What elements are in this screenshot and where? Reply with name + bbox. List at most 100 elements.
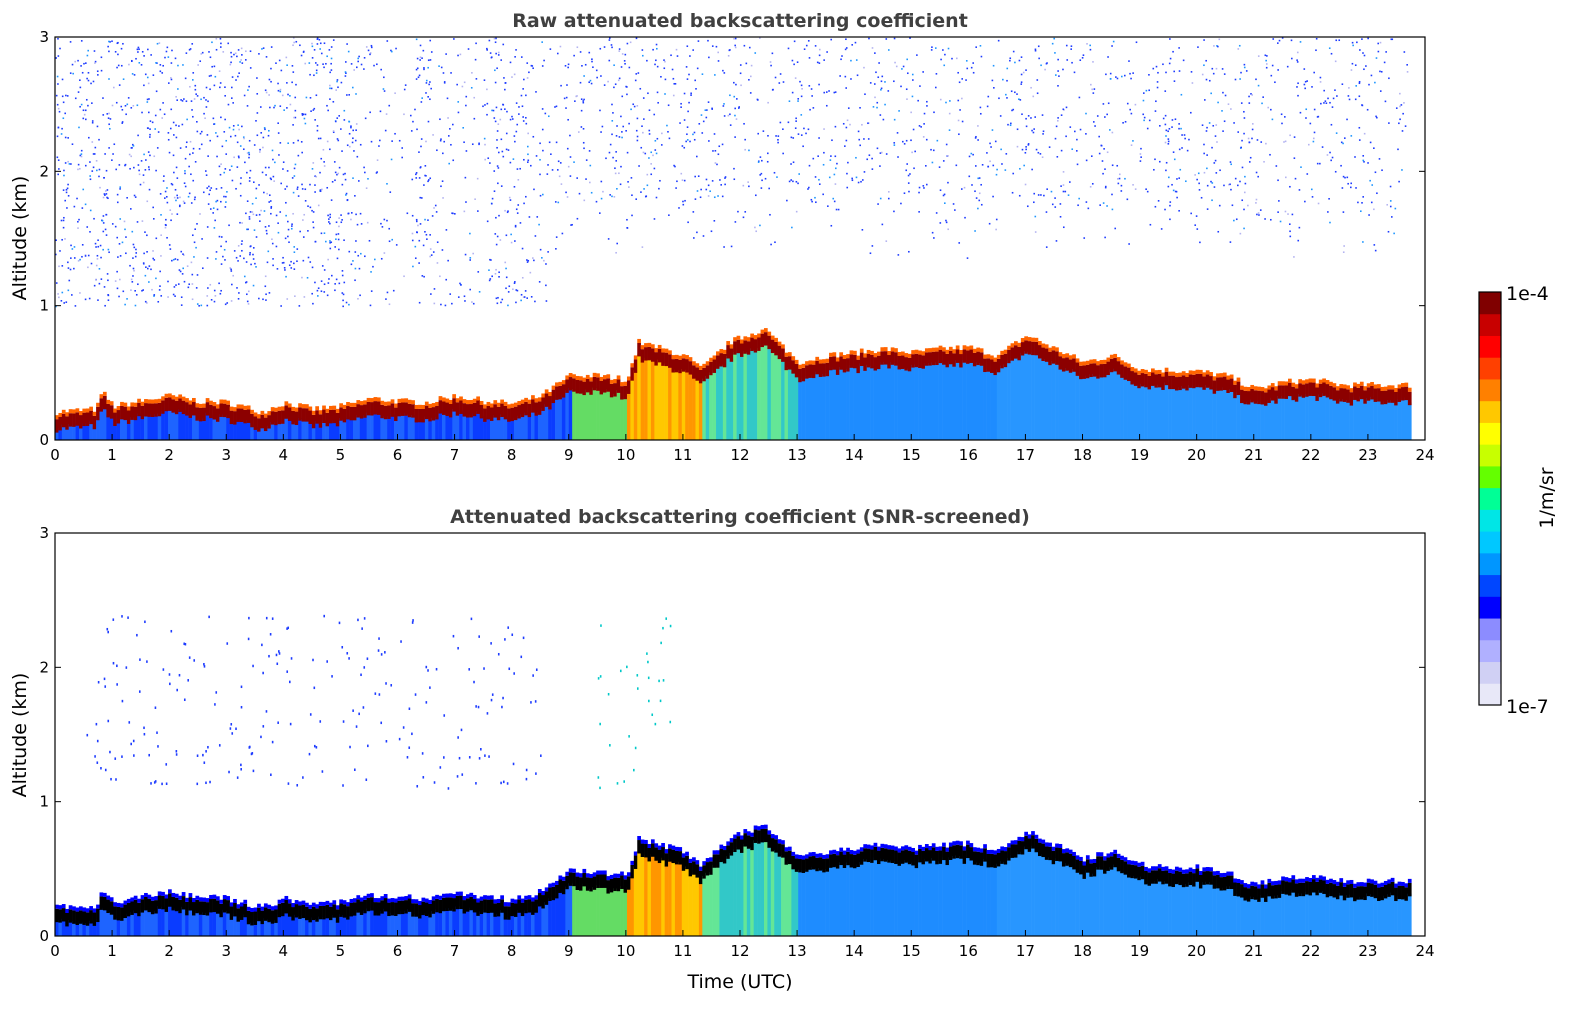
noise-pixel — [119, 188, 121, 190]
aerosol-column — [510, 913, 515, 936]
aerosol-column — [1185, 387, 1189, 440]
noise-pixel — [224, 303, 227, 306]
noise-pixel — [968, 175, 971, 178]
layer-fringe — [370, 398, 374, 403]
noise-pixel — [430, 293, 432, 295]
noise-pixel — [723, 72, 726, 74]
noise-pixel — [236, 141, 239, 144]
layer-band — [685, 359, 689, 373]
noise-pixel — [100, 256, 102, 259]
noise-pixel — [249, 211, 252, 213]
noise-pixel — [271, 242, 274, 245]
noise-pixel — [423, 275, 425, 278]
noise-pixel — [1184, 137, 1186, 140]
layer-fringe — [513, 899, 518, 904]
noise-pixel — [1255, 78, 1257, 81]
noise-pixel — [1090, 155, 1093, 157]
layer-fringe — [647, 342, 652, 347]
layer-fringe — [1394, 387, 1398, 392]
noise-pixel — [313, 107, 316, 110]
layer-fringe — [712, 355, 717, 360]
noise-pixel — [735, 118, 738, 120]
aerosol-column — [774, 352, 778, 440]
noise-pixel — [239, 61, 241, 63]
aerosol-column — [1219, 387, 1224, 440]
noise-pixel — [316, 129, 319, 132]
noise-pixel — [65, 301, 68, 303]
noise-pixel — [62, 226, 65, 229]
noise-pixel — [639, 87, 642, 90]
noise-pixel — [334, 179, 336, 182]
aerosol-column — [260, 425, 265, 440]
layer-band — [808, 364, 813, 378]
layer-band — [222, 403, 227, 418]
noise-pixel — [343, 109, 346, 112]
noise-pixel — [1025, 69, 1027, 71]
aerosol-column — [78, 425, 83, 440]
layer-band — [589, 381, 594, 395]
layer-fringe — [746, 337, 751, 342]
noise-pixel — [74, 305, 77, 307]
noise-pixel — [1070, 48, 1072, 50]
noise-pixel — [1369, 179, 1371, 182]
noise-pixel — [420, 138, 423, 140]
layer-fringe — [685, 851, 689, 856]
noise-pixel — [1021, 113, 1023, 116]
noise-pixel — [1148, 74, 1150, 76]
noise-pixel — [615, 135, 618, 137]
layer-band — [623, 879, 628, 893]
layer-band — [1377, 388, 1381, 402]
noise-pixel — [431, 215, 434, 217]
aerosol-column — [716, 865, 720, 936]
noise-pixel — [138, 173, 141, 176]
layer-fringe — [1113, 353, 1118, 358]
noise-pixel — [258, 213, 261, 216]
noise-pixel — [305, 96, 308, 99]
noise-pixel — [312, 221, 314, 223]
layer-fringe — [178, 895, 183, 900]
layer-fringe — [188, 893, 193, 898]
aerosol-column — [219, 414, 224, 440]
noise-pixel — [312, 162, 315, 164]
noise-pixel — [814, 196, 816, 199]
layer-band — [637, 840, 641, 854]
layer-fringe — [202, 897, 206, 902]
layer-fringe — [1274, 386, 1279, 391]
layer-band — [842, 359, 847, 373]
noise-pixel — [714, 162, 717, 164]
noise-pixel — [343, 119, 346, 121]
noise-pixel — [194, 196, 196, 199]
aerosol-column — [626, 391, 631, 440]
noise-pixel — [1403, 51, 1406, 53]
aerosol-column — [1216, 388, 1220, 440]
noise-pixel — [674, 165, 676, 168]
layer-band — [400, 900, 405, 915]
layer-band — [654, 847, 659, 861]
layer-fringe — [198, 897, 203, 902]
x-tick-label: 7 — [450, 446, 460, 464]
noise-pixel — [497, 54, 500, 56]
noise-pixel — [224, 259, 226, 261]
noise-pixel — [327, 214, 329, 217]
layer-fringe — [325, 408, 330, 413]
noise-pixel — [1165, 129, 1168, 132]
layer-band — [267, 908, 272, 923]
noise-pixel — [268, 194, 271, 197]
noise-pixel — [341, 219, 343, 221]
noise-pixel — [576, 46, 579, 49]
layer-band — [1264, 392, 1268, 406]
noise-pixel — [496, 130, 499, 132]
noise-pixel — [814, 176, 817, 178]
noise-pixel — [212, 117, 215, 120]
noise-pixel — [689, 140, 691, 143]
aerosol-column — [397, 413, 402, 440]
noise-pixel — [434, 204, 437, 207]
noise-pixel — [164, 223, 167, 226]
layer-band — [489, 407, 494, 421]
noise-pixel — [641, 125, 643, 128]
noise-pixel — [130, 278, 133, 281]
noise-pixel — [427, 59, 430, 62]
noise-pixel — [1286, 65, 1289, 68]
noise-pixel — [1024, 183, 1027, 186]
noise-pixel — [1020, 81, 1023, 83]
